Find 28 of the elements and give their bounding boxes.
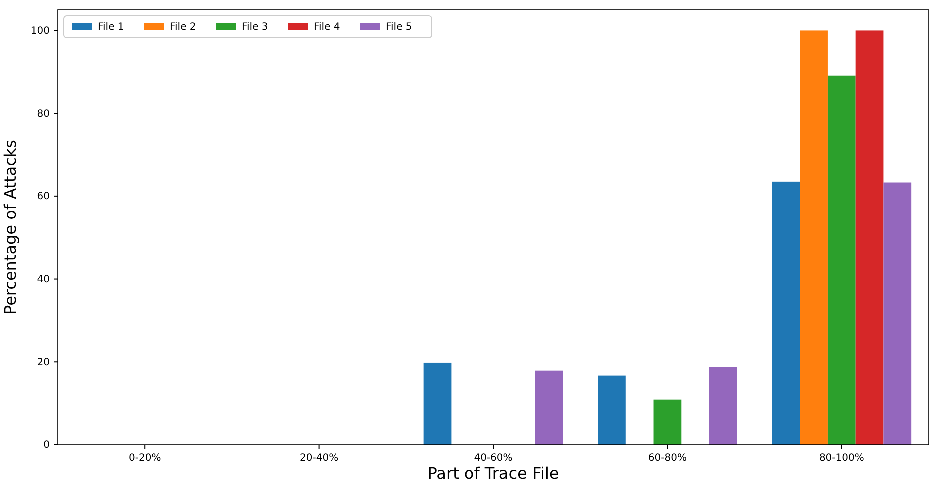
legend-label: File 2 — [170, 22, 196, 33]
bar — [710, 367, 738, 445]
y-tick-label: 20 — [37, 357, 50, 368]
bar — [800, 30, 828, 445]
x-tick-label: 80-100% — [819, 453, 864, 464]
x-tick-label: 0-20% — [129, 453, 162, 464]
bar — [856, 30, 884, 445]
y-tick-label: 100 — [30, 26, 50, 37]
bar — [772, 182, 800, 445]
x-tick-label: 60-80% — [648, 453, 687, 464]
legend-label: File 4 — [314, 22, 340, 33]
x-tick-label: 20-40% — [300, 453, 339, 464]
bar — [535, 370, 564, 445]
bar — [884, 182, 912, 445]
x-axis-title: Part of Trace File — [428, 464, 560, 483]
bar — [424, 362, 452, 445]
legend-label: File 5 — [386, 22, 412, 33]
bar — [828, 76, 856, 445]
bar — [654, 400, 682, 445]
y-tick-label: 80 — [37, 108, 50, 120]
y-tick-label: 40 — [37, 274, 50, 286]
legend-label: File 1 — [98, 22, 124, 33]
bar — [598, 376, 626, 445]
y-axis-title: Percentage of Attacks — [1, 140, 20, 316]
y-tick-label: 60 — [37, 192, 50, 203]
x-tick-label: 40-60% — [474, 453, 513, 464]
legend-label: File 3 — [242, 22, 268, 33]
y-tick-label: 0 — [44, 440, 50, 452]
